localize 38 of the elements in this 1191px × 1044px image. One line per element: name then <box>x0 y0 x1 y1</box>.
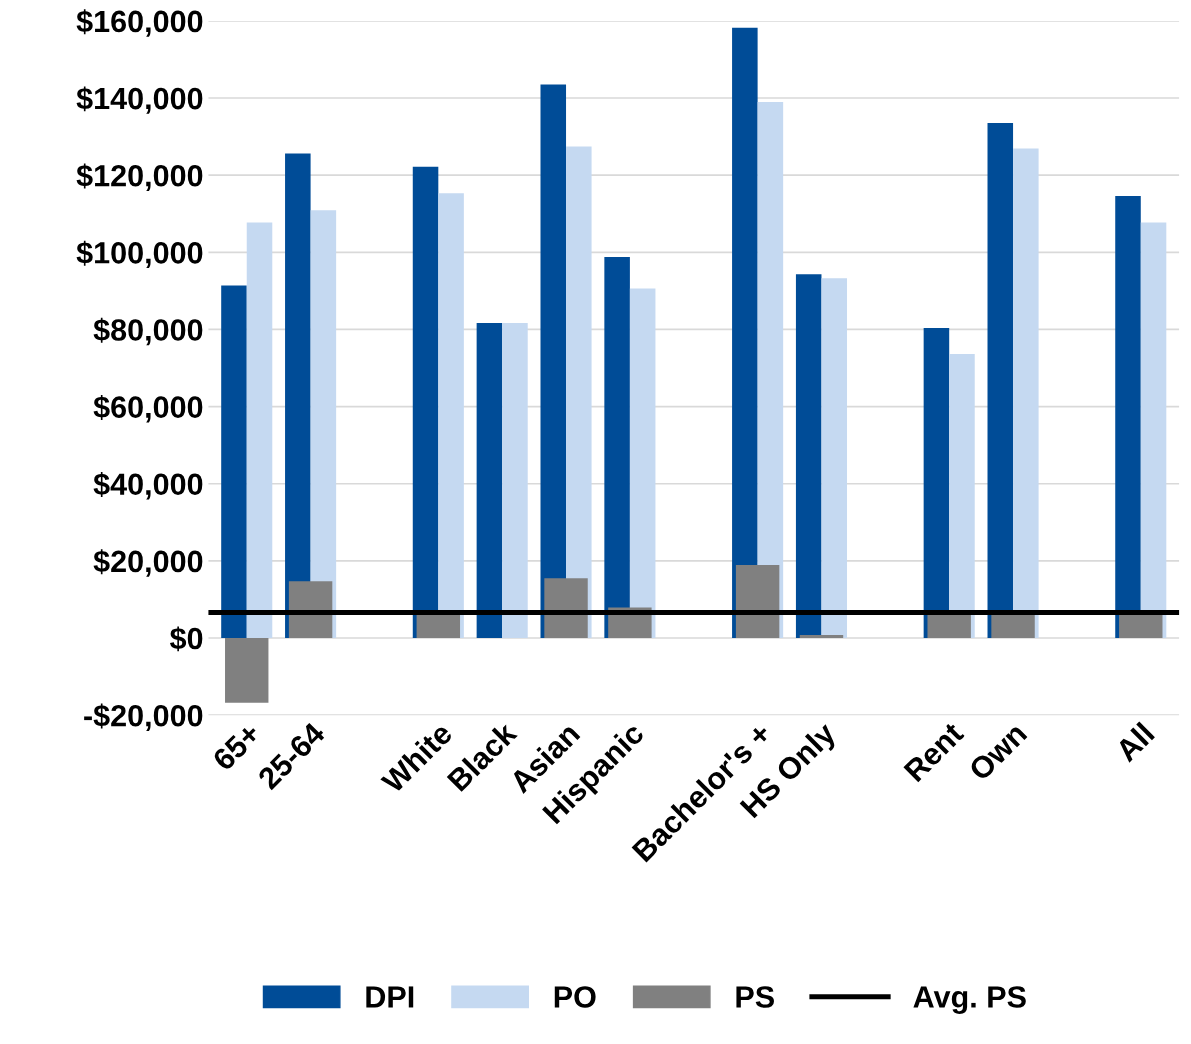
bar <box>629 288 656 638</box>
y-tick-label: $140,000 <box>76 86 203 114</box>
y-tick-label: $160,000 <box>76 9 203 37</box>
bar <box>438 193 464 638</box>
bar <box>1013 148 1039 638</box>
bar <box>540 84 567 638</box>
bar <box>604 256 630 638</box>
legend-label: PS <box>736 986 774 1008</box>
bar <box>735 565 780 638</box>
y-tick-label: $80,000 <box>93 317 203 346</box>
legend-label: PO <box>554 986 596 1008</box>
y-tick-label: $20,000 <box>93 549 203 577</box>
bar <box>1115 195 1141 638</box>
y-tick-label: $60,000 <box>93 394 203 423</box>
bar <box>225 638 269 703</box>
legend-label: DPI <box>366 986 414 1008</box>
bar <box>799 634 844 638</box>
x-tick-label: Own <box>967 721 1028 782</box>
y-tick-label: $120,000 <box>76 163 203 191</box>
bar <box>795 274 822 638</box>
bar <box>476 322 503 638</box>
bar <box>544 578 588 638</box>
y-tick-label: -$20,000 <box>84 703 203 731</box>
y-tick-label: $40,000 <box>93 472 203 500</box>
x-tick-label: All <box>1113 721 1155 763</box>
bar <box>821 278 848 638</box>
y-tick-label: $100,000 <box>76 240 203 269</box>
bar <box>1140 222 1167 638</box>
bar <box>246 222 273 638</box>
bar <box>949 354 975 638</box>
bar <box>288 581 333 638</box>
bar <box>987 123 1014 638</box>
bar <box>923 327 950 638</box>
bar <box>221 285 247 638</box>
bar <box>502 322 528 638</box>
y-tick-label: $0 <box>169 626 203 652</box>
legend-label: Avg. PS <box>913 986 1026 1014</box>
bar <box>412 166 439 638</box>
